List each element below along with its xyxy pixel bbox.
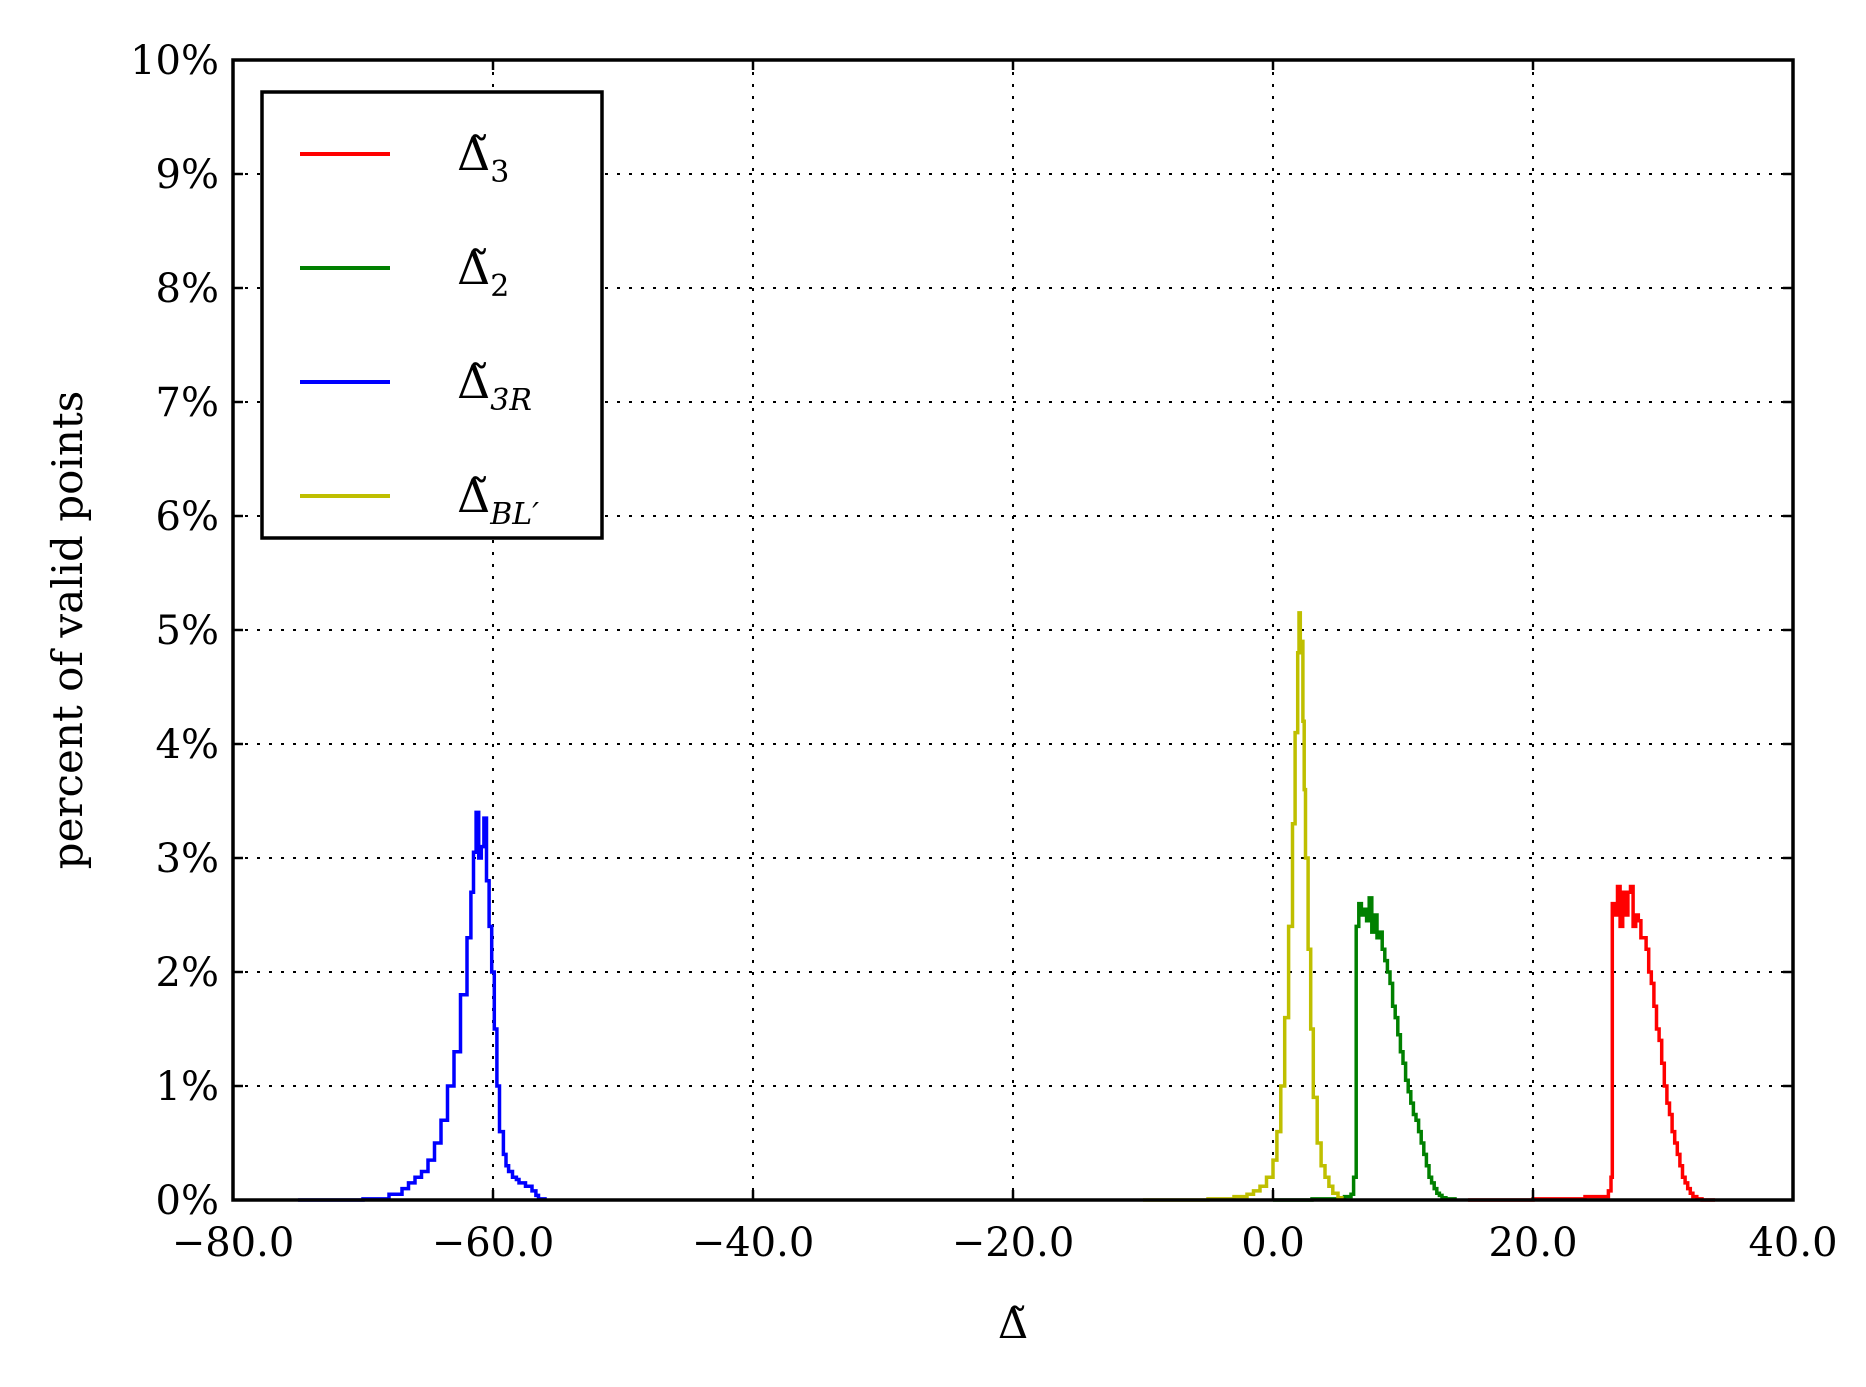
series-line-2 — [1273, 896, 1457, 1202]
x-tick-label: 0.0 — [1241, 1220, 1305, 1266]
y-tick-label: 8% — [156, 266, 219, 312]
label-layer: Δ̃ percent of valid points — [43, 391, 1028, 1348]
x-axis-label: Δ̃ — [998, 1299, 1028, 1348]
y-axis-label: percent of valid points — [43, 391, 92, 870]
series-line-4 — [1143, 611, 1344, 1202]
tick-layer: −80.0 −60.0 −40.0 −20.0 0.0 20.0 40.0 0% 1% 2% 3% 4… — [130, 38, 1837, 1266]
x-tick-label: 40.0 — [1748, 1220, 1837, 1266]
series-line-1 — [1468, 884, 1715, 1202]
legend-box — [260, 90, 604, 540]
y-tick-label: 1% — [156, 1064, 219, 1110]
y-tick-label: 4% — [156, 722, 219, 768]
y-tick-label: 6% — [156, 494, 219, 540]
y-tick-label: 0% — [156, 1178, 219, 1224]
y-tick-label: 9% — [156, 152, 219, 198]
x-tick-label: −40.0 — [692, 1220, 815, 1266]
y-tick-label: 7% — [156, 380, 219, 426]
y-tick-label: 10% — [130, 38, 219, 84]
legend-label: Δ̃BL′ — [457, 469, 539, 532]
grid-layer — [233, 60, 1793, 1200]
x-tick-label: −60.0 — [432, 1220, 555, 1266]
y-tick-label: 3% — [156, 836, 219, 882]
series-line-3 — [298, 810, 547, 1202]
legend: Δ̃3 Δ̃2 Δ̃3R Δ̃BL′ — [260, 90, 604, 540]
y-tick-label: 2% — [156, 950, 219, 996]
x-tick-label: −20.0 — [952, 1220, 1075, 1266]
legend-label: Δ̃2 — [457, 241, 509, 304]
series-layer — [298, 611, 1715, 1202]
legend-label: Δ̃3 — [457, 127, 509, 190]
x-tick-label: 20.0 — [1488, 1220, 1577, 1266]
legend-label: Δ̃3R — [457, 355, 532, 418]
y-tick-label: 5% — [156, 608, 219, 654]
x-tick-label: −80.0 — [172, 1220, 295, 1266]
